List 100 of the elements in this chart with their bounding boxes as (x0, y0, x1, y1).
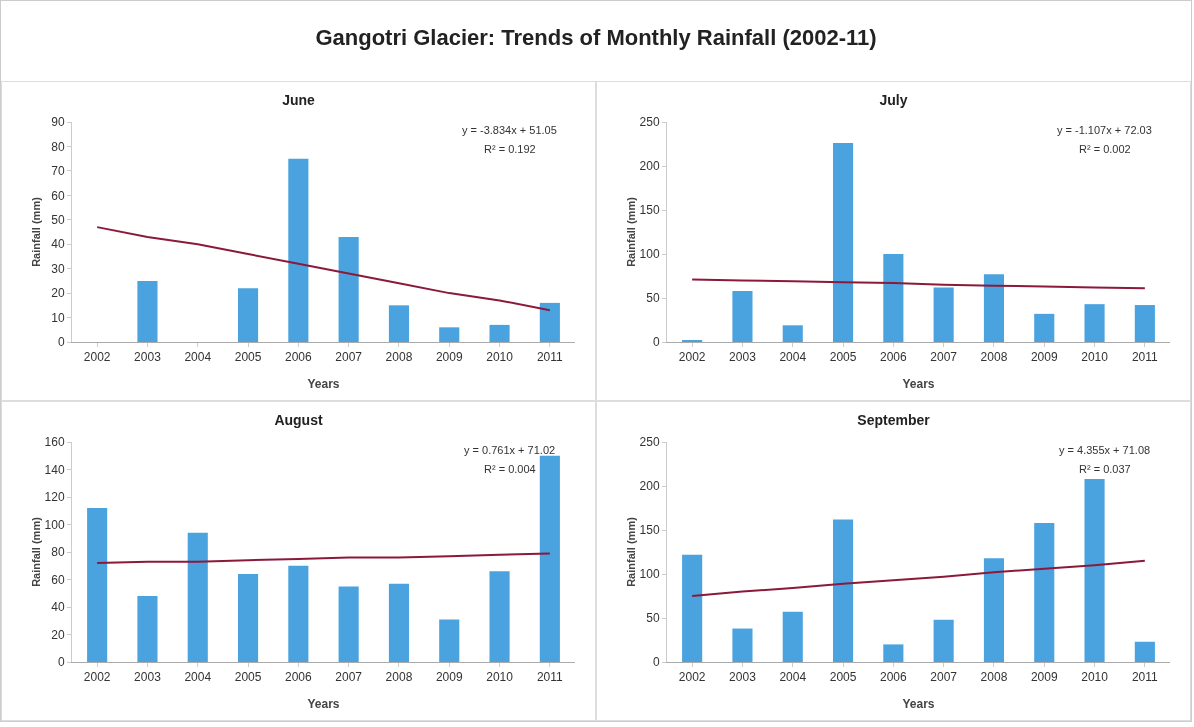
y-tick-label: 40 (51, 600, 65, 615)
bar (439, 619, 460, 662)
y-tick-label: 50 (646, 611, 660, 626)
x-axis-title: Years (307, 697, 340, 711)
bar (832, 519, 854, 662)
annotation: y = -3.834x + 51.05 (462, 124, 557, 136)
annotation: R² = 0.037 (1079, 463, 1131, 475)
x-tick-label: 2010 (1081, 350, 1109, 365)
y-tick-label: 10 (51, 310, 65, 325)
annotation: y = 0.761x + 71.02 (464, 444, 556, 456)
bar (782, 325, 803, 342)
y-axis-title: Rainfall (mm) (625, 196, 637, 267)
x-tick-label: 2002 (678, 350, 706, 365)
x-tick-label: 2010 (486, 670, 514, 685)
x-tick-label: 2009 (435, 670, 463, 685)
y-tick-label: 80 (51, 545, 65, 560)
y-tick-label: 60 (51, 188, 65, 203)
bar (539, 302, 560, 342)
x-tick-label: 2009 (1030, 350, 1058, 365)
y-tick-label: 20 (51, 286, 65, 301)
x-tick-label: 2006 (880, 670, 908, 685)
y-tick-label: 20 (51, 627, 65, 642)
line-series (691, 559, 1146, 597)
x-tick-label: 2005 (829, 670, 857, 685)
chart-title: August (274, 411, 323, 428)
bar (87, 508, 108, 662)
x-tick-label: 2002 (83, 350, 111, 365)
annotation: R² = 0.192 (484, 143, 536, 155)
y-axis-title: Rainfall (mm) (625, 516, 637, 587)
chart-title: July (879, 91, 908, 108)
line-series (96, 552, 551, 564)
y-tick-label: 0 (652, 335, 660, 350)
y-tick-label: 140 (44, 462, 65, 477)
y-tick-label: 160 (44, 435, 65, 450)
y-tick-label: 100 (639, 247, 660, 262)
annotation: R² = 0.004 (484, 463, 536, 475)
y-tick-label: 200 (639, 479, 660, 494)
y-tick-label: 100 (639, 567, 660, 582)
x-tick-label: 2011 (536, 350, 564, 365)
bar (983, 274, 1005, 342)
bar (489, 571, 510, 662)
x-tick-label: 2006 (285, 670, 313, 685)
y-tick-label: 60 (51, 572, 65, 587)
bar (732, 628, 753, 662)
x-tick-label: 2003 (134, 670, 162, 685)
x-tick-label: 2005 (234, 350, 262, 365)
annotation: y = 4.355x + 71.08 (1059, 444, 1151, 456)
x-tick-label: 2008 (385, 670, 413, 685)
y-tick-label: 30 (51, 261, 65, 276)
y-tick-label: 120 (44, 490, 65, 505)
y-axis-title: Rainfall (mm) (30, 196, 42, 267)
x-tick-label: 2011 (1131, 670, 1159, 685)
bar (338, 586, 359, 662)
bar (338, 236, 359, 342)
bar (237, 574, 259, 662)
x-tick-label: 2009 (435, 350, 463, 365)
x-tick-label: 2004 (779, 350, 807, 365)
x-tick-label: 2004 (184, 350, 212, 365)
bar (732, 290, 753, 342)
x-tick-label: 2007 (335, 350, 363, 365)
y-tick-label: 90 (51, 115, 65, 130)
bar (237, 288, 259, 342)
bar (983, 558, 1005, 662)
bar (1084, 478, 1105, 662)
line-series (96, 226, 551, 312)
bar (288, 565, 309, 662)
y-tick-label: 250 (639, 115, 660, 130)
bar (187, 532, 208, 662)
x-tick-label: 2003 (729, 670, 757, 685)
bar (288, 158, 309, 342)
y-tick-label: 200 (639, 159, 660, 174)
bar (1034, 313, 1055, 342)
text: Gangotri Glacier: Trends of Monthly Rainfall (2002-11) (315, 24, 877, 50)
y-tick-label: 0 (57, 335, 65, 350)
y-tick-label: 70 (51, 164, 65, 179)
y-tick-label: 100 (44, 517, 65, 532)
x-tick-label: 2005 (829, 350, 857, 365)
bar (539, 455, 560, 662)
line-series (691, 278, 1146, 290)
bar (388, 583, 410, 662)
x-tick-label: 2008 (980, 350, 1008, 365)
annotation: R² = 0.002 (1079, 143, 1131, 155)
y-tick-label: 40 (51, 237, 65, 252)
x-tick-label: 2008 (980, 670, 1008, 685)
bar (933, 619, 954, 662)
bar (489, 324, 510, 342)
bar (832, 143, 854, 342)
chart-title: June (282, 91, 316, 108)
bar (883, 644, 904, 662)
x-tick-label: 2003 (729, 350, 757, 365)
x-tick-label: 2010 (1081, 670, 1109, 685)
x-axis-title: Years (902, 377, 935, 391)
x-tick-label: 2004 (184, 670, 212, 685)
bar (933, 287, 954, 342)
x-tick-label: 2002 (678, 670, 706, 685)
y-tick-label: 250 (639, 435, 660, 450)
y-tick-label: 50 (51, 212, 65, 227)
y-tick-label: 0 (652, 655, 660, 670)
x-tick-label: 2002 (83, 670, 111, 685)
bar (137, 280, 158, 342)
